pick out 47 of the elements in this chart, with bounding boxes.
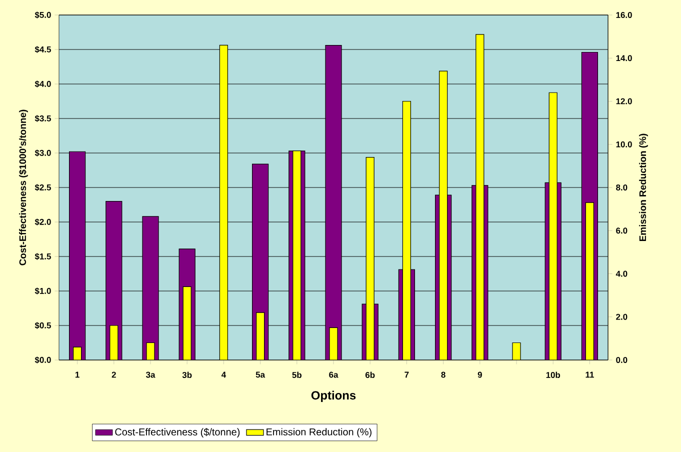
y2-tick-label: 0.0	[616, 357, 628, 363]
bar	[110, 325, 118, 360]
y2-tick-label: 6.0	[616, 228, 628, 234]
y-tick-label: $1.0	[34, 288, 51, 294]
x-tick-label: 5a	[256, 372, 266, 378]
y-tick-label: $4.5	[34, 46, 51, 53]
x-tick-label: 11	[586, 372, 594, 378]
y-tick-label: $2.5	[34, 184, 51, 191]
y-tick-label: $3.0	[34, 150, 51, 156]
x-tick-label: 3a	[146, 372, 156, 378]
y2-tick-label: 8.0	[616, 184, 628, 190]
y-tick-label: $3.5	[34, 115, 51, 122]
x-tick-label: 6a	[329, 372, 338, 378]
y2-tick-label: 12.0	[616, 98, 632, 104]
x-tick-label: 2	[112, 372, 116, 378]
y2-tick-label: 14.0	[616, 55, 632, 62]
y-tick-label: $1.5	[34, 253, 51, 260]
y-tick-label: $0.5	[34, 322, 51, 329]
y2-tick-label: 2.0	[616, 314, 628, 320]
x-tick-label: 3b	[182, 372, 192, 378]
bar	[256, 312, 265, 360]
y-axis-title: Cost-Effectiveness ($1000's/tonne)	[18, 110, 28, 266]
x-tick-label: 8	[441, 372, 446, 378]
x-tick-label: 7	[404, 372, 409, 378]
bar	[325, 45, 342, 360]
y-tick-label: $0.0	[34, 356, 51, 364]
y-tick-label: $5.0	[34, 12, 51, 18]
legend-label: Cost-Effectiveness ($/tonne)	[115, 428, 240, 438]
bar	[585, 202, 594, 360]
y-tick-label: $4.0	[34, 80, 51, 88]
x-axis-title: Options	[311, 390, 356, 402]
legend-label: Emission Reduction (%)	[266, 428, 372, 438]
y2-axis-title: Emission Reduction (%)	[639, 134, 648, 242]
x-tick-label: 5b	[292, 372, 302, 378]
y-tick-label: $2.0	[34, 218, 51, 226]
bar	[69, 151, 86, 360]
x-tick-label: 9	[478, 372, 482, 378]
x-tick-label: 4	[221, 372, 226, 378]
bar	[219, 44, 228, 360]
x-tick-label: 6b	[365, 372, 375, 378]
bar	[182, 286, 192, 360]
bar	[142, 216, 159, 360]
x-tick-label: 1	[75, 372, 80, 378]
y2-tick-label: 4.0	[616, 270, 628, 277]
y2-tick-label: 16.0	[616, 12, 632, 18]
x-tick-label: 10b	[546, 372, 560, 378]
y2-tick-label: 10.0	[616, 141, 632, 148]
